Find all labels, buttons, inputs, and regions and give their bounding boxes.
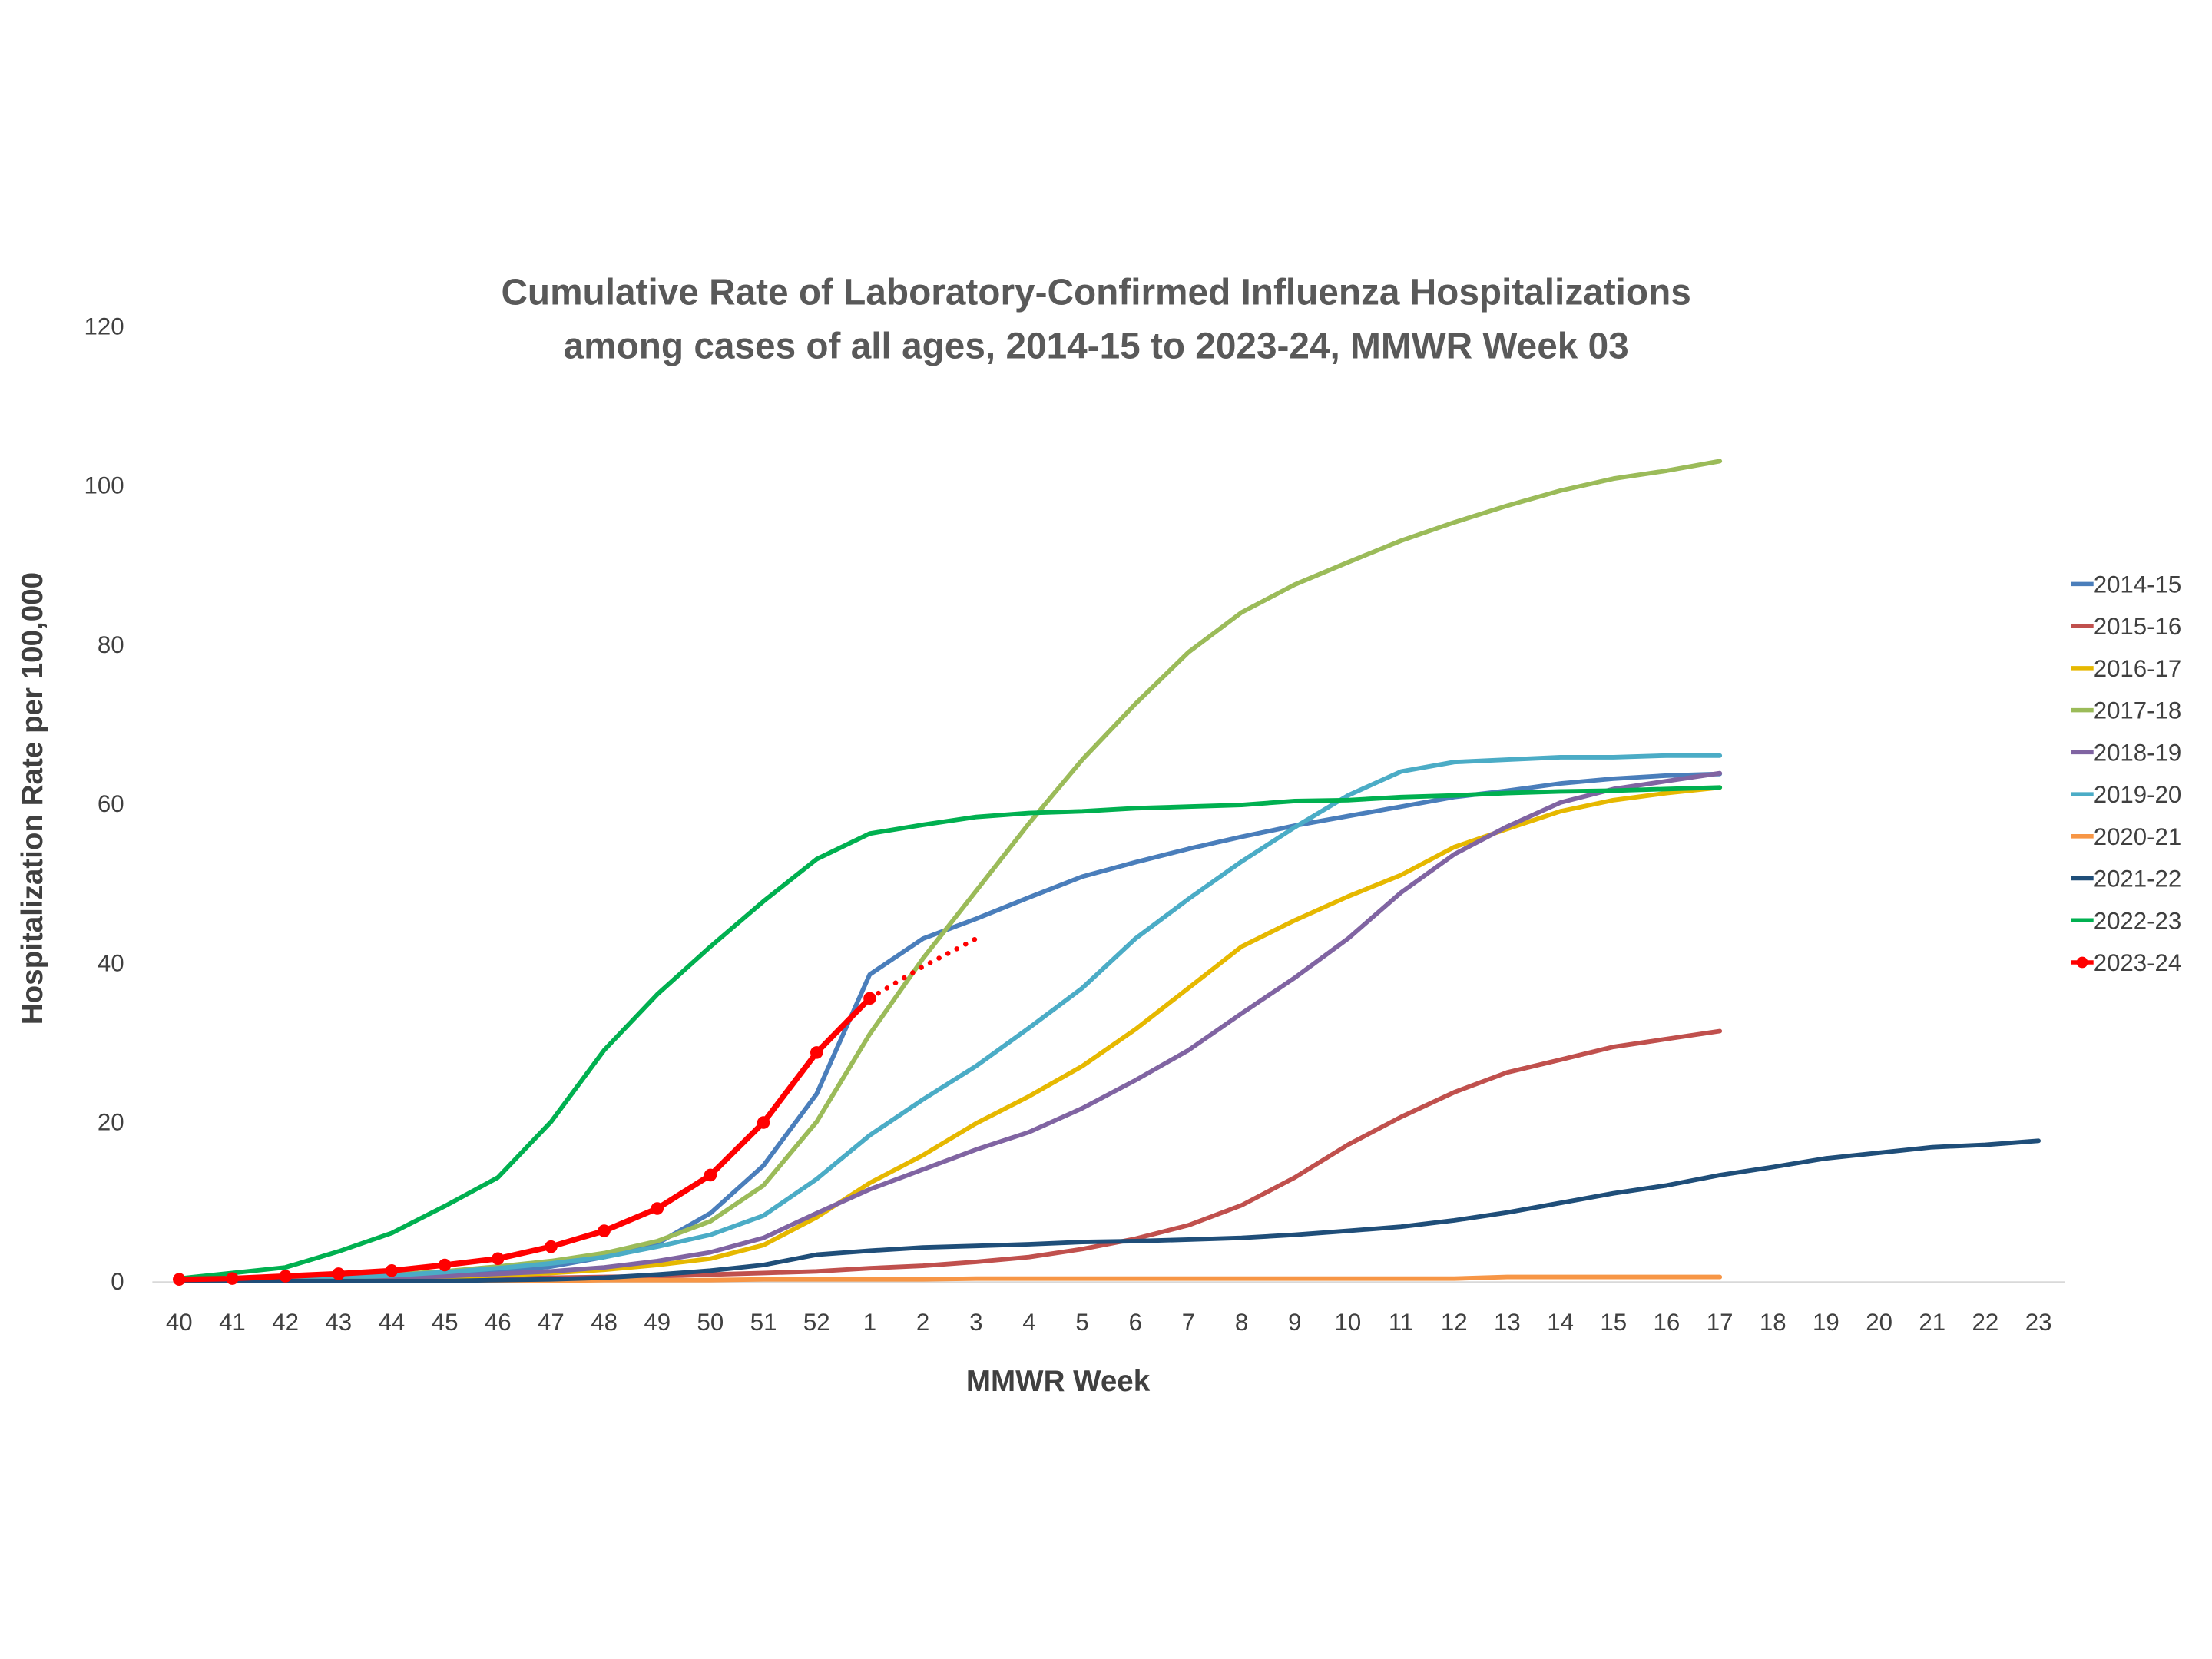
x-tick-label: 17 (1707, 1309, 1734, 1336)
x-axis-label: MMWR Week (966, 1365, 1151, 1398)
y-tick-label: 80 (98, 631, 124, 658)
x-tick-label: 11 (1389, 1309, 1413, 1336)
data-point-2023-24 (279, 1270, 292, 1283)
legend-label: 2022-23 (2094, 907, 2182, 934)
series-line-2021-22 (177, 1138, 2041, 1283)
legend-label: 2023-24 (2094, 949, 2182, 976)
chart-title-line-2: among cases of all ages, 2014-15 to 2023… (564, 326, 1629, 367)
legend-item: 2023-24 (2071, 949, 2181, 976)
x-tick-label: 41 (219, 1309, 246, 1336)
data-point-2023-24 (438, 1258, 452, 1272)
data-point-2023-24 (598, 1224, 611, 1237)
x-tick-label: 21 (1919, 1309, 1945, 1336)
legend-label: 2017-18 (2094, 697, 2182, 724)
x-tick-label: 15 (1600, 1309, 1627, 1336)
legend-label: 2020-21 (2094, 823, 2182, 850)
data-point-2023-24 (651, 1202, 664, 1215)
series-line-2016-17 (177, 785, 1723, 1283)
y-tick-label: 60 (98, 790, 124, 817)
legend-label: 2021-22 (2094, 866, 2182, 892)
legend-item: 2021-22 (2071, 866, 2181, 892)
x-tick-label: 8 (1235, 1309, 1248, 1336)
data-point-2023-24 (545, 1240, 558, 1253)
legend-label: 2015-16 (2094, 613, 2182, 640)
legend-item: 2014-15 (2071, 571, 2181, 598)
x-tick-label: 44 (379, 1309, 406, 1336)
x-tick-label: 10 (1335, 1309, 1362, 1336)
data-point-2023-24 (757, 1116, 770, 1129)
data-point-2023-24 (226, 1272, 239, 1285)
projection-line-2023-24 (867, 935, 979, 1002)
series-line-2015-16 (177, 1028, 1723, 1283)
x-tick-label: 2 (916, 1309, 929, 1336)
legend-item: 2020-21 (2071, 823, 2181, 850)
series-line-2019-20 (177, 753, 1723, 1283)
y-tick-label: 40 (98, 949, 124, 976)
series-line-2022-23 (177, 785, 1723, 1281)
legend-item: 2017-18 (2071, 697, 2181, 724)
x-tick-label: 52 (803, 1309, 830, 1336)
data-point-2023-24 (810, 1046, 823, 1059)
x-tick-label: 14 (1547, 1309, 1574, 1336)
legend-marker (2076, 956, 2088, 969)
data-point-2023-24 (173, 1273, 186, 1286)
y-tick-label: 20 (98, 1109, 124, 1136)
x-tick-label: 23 (2025, 1309, 2052, 1336)
x-tick-label: 22 (1972, 1309, 1999, 1336)
x-tick-label: 47 (538, 1309, 565, 1336)
data-point-2023-24 (704, 1168, 717, 1182)
y-axis-label: Hospitalization Rate per 100,000 (16, 572, 49, 1025)
data-point-2023-24 (332, 1267, 346, 1280)
series-line-2023-24 (176, 995, 873, 1283)
x-tick-label: 43 (325, 1309, 352, 1336)
legend-item: 2019-20 (2071, 781, 2181, 808)
x-tick-label: 49 (644, 1309, 671, 1336)
x-tick-label: 42 (272, 1309, 299, 1336)
x-tick-label: 51 (750, 1309, 777, 1336)
y-tick-label: 100 (84, 472, 124, 499)
x-tick-label: 5 (1075, 1309, 1088, 1336)
legend-item: 2016-17 (2071, 655, 2181, 682)
series-line-2014-15 (177, 771, 1723, 1283)
legend-label: 2014-15 (2094, 571, 2182, 598)
legend-item: 2018-19 (2071, 739, 2181, 766)
x-tick-label: 45 (432, 1309, 459, 1336)
x-tick-label: 46 (485, 1309, 512, 1336)
data-point-2023-24 (491, 1252, 505, 1266)
x-tick-label: 50 (697, 1309, 724, 1336)
legend-label: 2016-17 (2094, 655, 2182, 682)
y-tick-label: 0 (111, 1268, 124, 1295)
chart-title-line-1: Cumulative Rate of Laboratory-Confirmed … (501, 273, 1690, 313)
data-point-2023-24 (385, 1264, 399, 1277)
x-tick-label: 18 (1760, 1309, 1786, 1336)
x-tick-label: 12 (1441, 1309, 1468, 1336)
x-tick-label: 3 (969, 1309, 982, 1336)
x-tick-label: 19 (1813, 1309, 1839, 1336)
legend-item: 2015-16 (2071, 613, 2181, 640)
legend-label: 2019-20 (2094, 781, 2182, 808)
x-tick-label: 20 (1866, 1309, 1892, 1336)
x-tick-label: 7 (1182, 1309, 1195, 1336)
x-tick-label: 1 (863, 1309, 876, 1336)
x-tick-label: 40 (166, 1309, 193, 1336)
legend-item: 2022-23 (2071, 907, 2181, 934)
x-tick-label: 16 (1654, 1309, 1681, 1336)
x-tick-label: 4 (1022, 1309, 1035, 1336)
y-tick-label: 120 (84, 313, 124, 339)
x-tick-label: 9 (1288, 1309, 1301, 1336)
legend-label: 2018-19 (2094, 739, 2182, 766)
x-tick-label: 48 (591, 1309, 618, 1336)
x-tick-label: 6 (1129, 1309, 1142, 1336)
series-line-2018-19 (177, 770, 1723, 1283)
x-tick-label: 13 (1494, 1309, 1521, 1336)
